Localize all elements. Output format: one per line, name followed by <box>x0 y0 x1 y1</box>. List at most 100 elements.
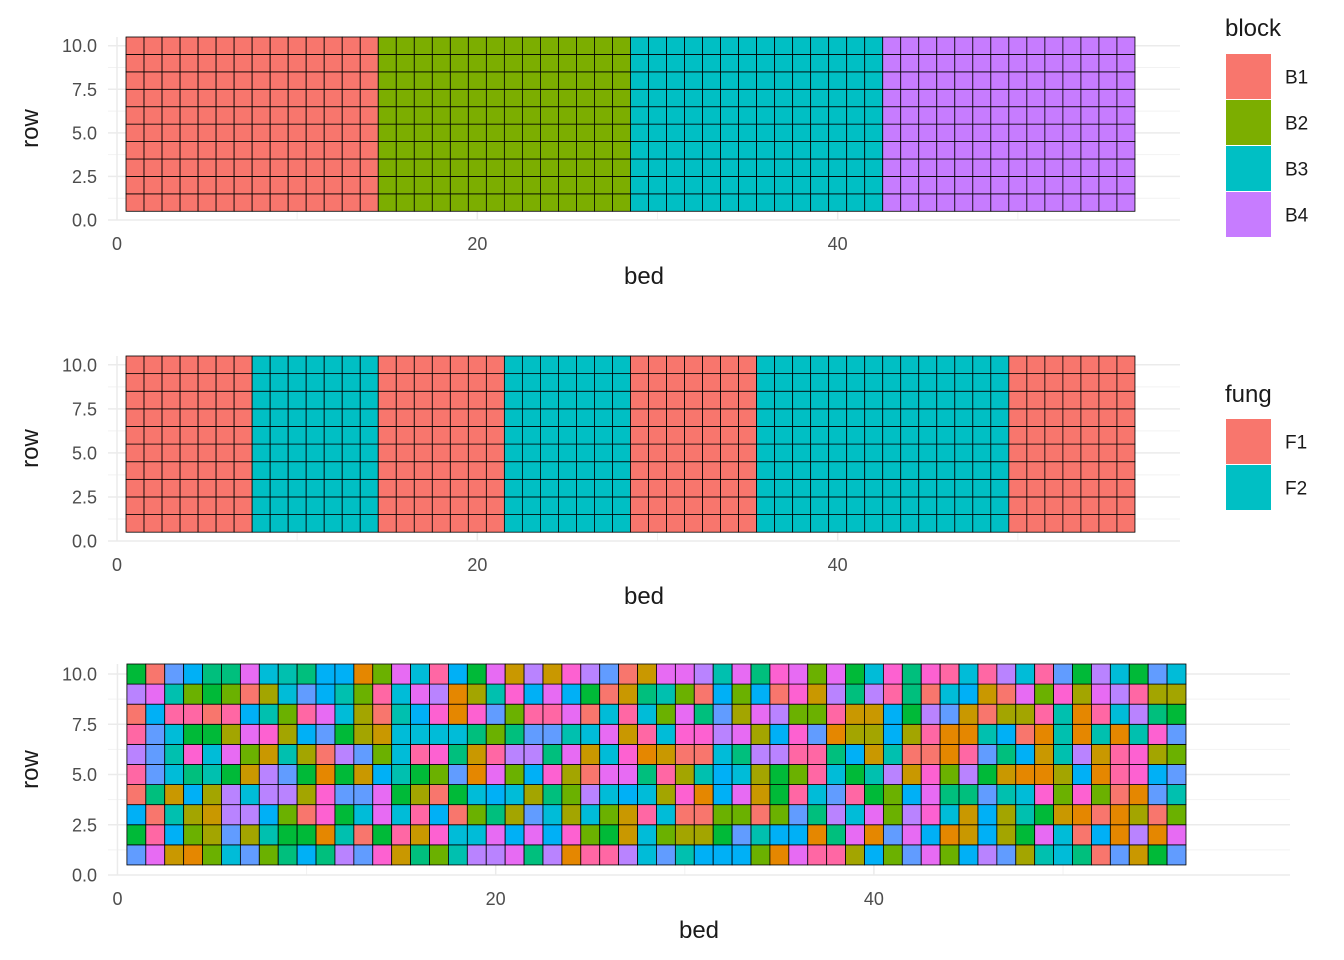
tile <box>666 54 685 73</box>
tile <box>788 844 809 866</box>
tile <box>774 54 794 73</box>
tile <box>467 158 487 177</box>
tile <box>731 844 752 866</box>
tile <box>882 176 902 195</box>
x-axis-title: bed <box>679 917 719 944</box>
tile <box>1008 141 1028 160</box>
tile <box>540 36 559 55</box>
tile <box>810 141 830 160</box>
tile <box>954 88 974 108</box>
tile <box>485 784 506 806</box>
tile <box>1098 478 1118 498</box>
tile <box>395 390 415 410</box>
tile <box>197 176 217 195</box>
tile <box>305 176 325 195</box>
tile <box>918 193 938 212</box>
tile <box>936 496 956 515</box>
tile <box>233 141 253 160</box>
tile <box>202 663 222 685</box>
tile <box>958 784 979 806</box>
tile <box>702 54 721 73</box>
tile <box>233 158 253 177</box>
tile <box>523 764 544 785</box>
tile <box>1147 764 1168 785</box>
tile <box>918 408 938 427</box>
tile <box>410 804 430 826</box>
tile <box>666 355 685 375</box>
tile <box>769 703 790 725</box>
tile <box>372 743 393 765</box>
tile <box>221 804 241 826</box>
tile <box>864 723 884 745</box>
tile <box>449 514 469 533</box>
tile <box>542 804 563 826</box>
tile <box>972 390 992 410</box>
tile <box>467 443 487 463</box>
tile <box>215 373 235 392</box>
tile <box>269 158 289 177</box>
tile <box>287 176 307 195</box>
tile <box>1062 373 1082 392</box>
tile <box>287 478 307 498</box>
tile <box>1072 743 1092 765</box>
tile <box>1109 764 1130 785</box>
tile <box>251 123 271 142</box>
tile <box>359 193 379 212</box>
tile <box>996 683 1017 705</box>
tile <box>277 743 298 765</box>
tile <box>467 54 487 73</box>
tile <box>1034 663 1054 685</box>
legend-key-f1 <box>1226 419 1271 464</box>
tile <box>287 193 307 212</box>
tile <box>990 193 1010 212</box>
tile <box>702 408 721 427</box>
tile <box>449 123 469 142</box>
tile <box>125 478 145 498</box>
tile <box>954 514 974 533</box>
tile <box>143 176 163 195</box>
tile <box>558 158 577 177</box>
tile <box>269 461 289 480</box>
tile <box>1008 390 1028 410</box>
tile <box>756 176 776 195</box>
tile <box>466 764 487 785</box>
tile <box>558 106 577 125</box>
tile <box>864 478 884 498</box>
tile <box>277 683 298 705</box>
tile <box>826 804 846 826</box>
tile <box>612 461 631 480</box>
tile <box>612 443 631 463</box>
y-tick-label: 7.5 <box>72 399 97 419</box>
tile <box>712 764 733 785</box>
tile <box>377 443 397 463</box>
tile <box>164 804 185 826</box>
tile <box>828 54 848 73</box>
tile <box>828 514 848 533</box>
legend-key-b1 <box>1226 54 1271 99</box>
tile <box>738 408 758 427</box>
tile <box>164 784 185 806</box>
tile <box>637 764 657 785</box>
tile <box>918 496 938 515</box>
tile <box>576 36 595 55</box>
tile <box>305 390 325 410</box>
tile <box>485 743 506 765</box>
tile <box>1109 663 1130 685</box>
tile <box>1098 158 1118 177</box>
tile <box>996 784 1017 806</box>
tile <box>183 844 203 866</box>
tile <box>1080 158 1100 177</box>
tile <box>161 373 181 392</box>
tile <box>558 443 577 463</box>
tile <box>1072 804 1092 826</box>
tile <box>958 723 979 745</box>
tile <box>251 71 271 90</box>
tile <box>287 443 307 463</box>
tile <box>939 784 960 806</box>
tile <box>413 443 433 463</box>
tile <box>684 355 703 375</box>
tile <box>269 390 289 410</box>
tile <box>990 443 1010 463</box>
tile <box>618 824 638 846</box>
